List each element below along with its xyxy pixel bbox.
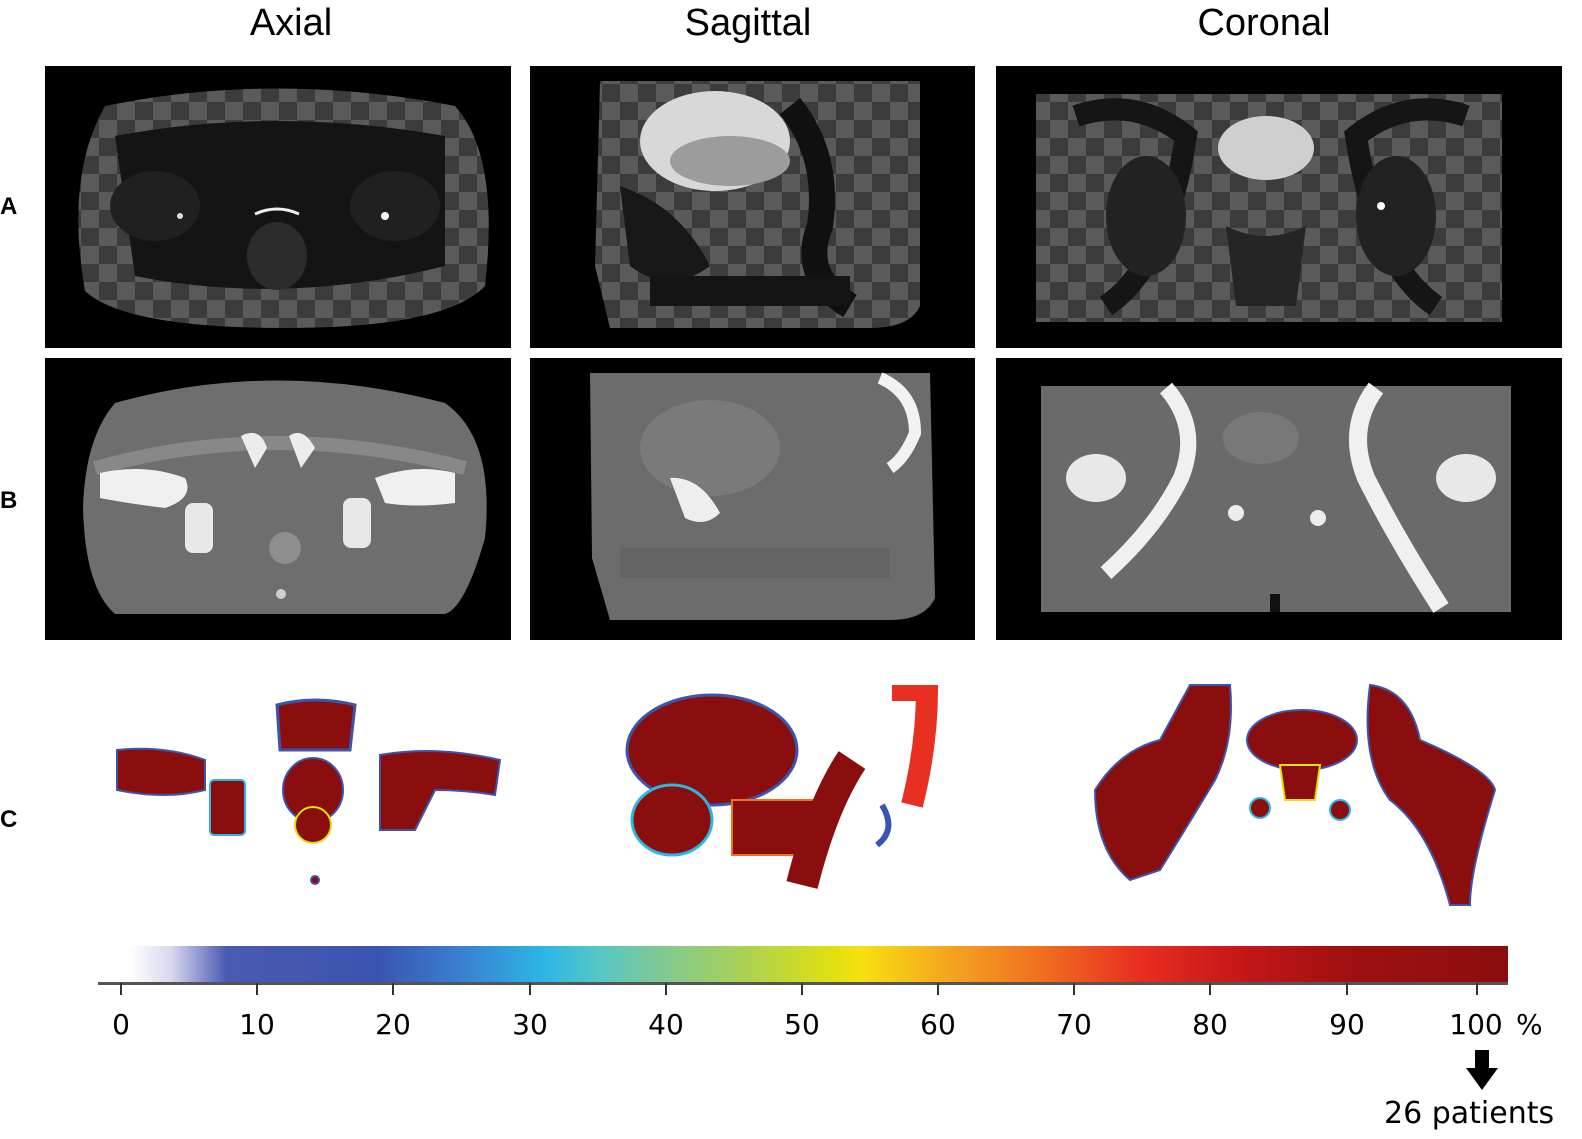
tick-label-90: 90 [1329, 1008, 1365, 1041]
probability-map-coronal [1090, 680, 1500, 908]
mri-coronal-image [996, 66, 1562, 348]
tick-mark [392, 983, 394, 995]
title-axial: Axial [249, 2, 333, 44]
tick-mark [937, 983, 939, 995]
colorbar-axis [98, 982, 1508, 985]
title-coronal: Coronal [1197, 2, 1331, 44]
ct-coronal-image [996, 358, 1562, 640]
row-label-b: B [0, 487, 18, 514]
mri-axial-image [45, 66, 511, 348]
ct-axial-image [45, 358, 511, 640]
tick-label-20: 20 [375, 1008, 411, 1041]
tick-label-100: 100 [1449, 1008, 1503, 1041]
tick-mark [801, 983, 803, 995]
tick-mark [120, 983, 122, 995]
tick-label-80: 80 [1192, 1008, 1228, 1041]
down-arrow-icon [1466, 1050, 1498, 1090]
tick-label-30: 30 [512, 1008, 548, 1041]
tick-mark [1476, 983, 1478, 995]
mri-sagittal-image [530, 66, 975, 348]
tick-label-50: 50 [784, 1008, 820, 1041]
tick-mark [529, 983, 531, 995]
tick-label-10: 10 [239, 1008, 275, 1041]
probability-map-sagittal [622, 685, 942, 890]
probability-map-axial [105, 690, 515, 895]
tick-mark [1346, 983, 1348, 995]
patients-note: 26 patients [1384, 1096, 1555, 1131]
tick-mark [1209, 983, 1211, 995]
tick-mark [665, 983, 667, 995]
colorbar [130, 946, 1508, 984]
tick-label-60: 60 [920, 1008, 956, 1041]
tick-label-70: 70 [1056, 1008, 1092, 1041]
tick-mark [1073, 983, 1075, 995]
tick-mark [256, 983, 258, 995]
tick-label-40: 40 [648, 1008, 684, 1041]
colorbar-unit: % [1516, 1008, 1543, 1041]
row-label-a: A [0, 193, 18, 220]
tick-label-0: 0 [112, 1008, 130, 1041]
ct-sagittal-image [530, 358, 975, 640]
title-sagittal: Sagittal [684, 2, 812, 44]
row-label-c: C [0, 806, 18, 833]
